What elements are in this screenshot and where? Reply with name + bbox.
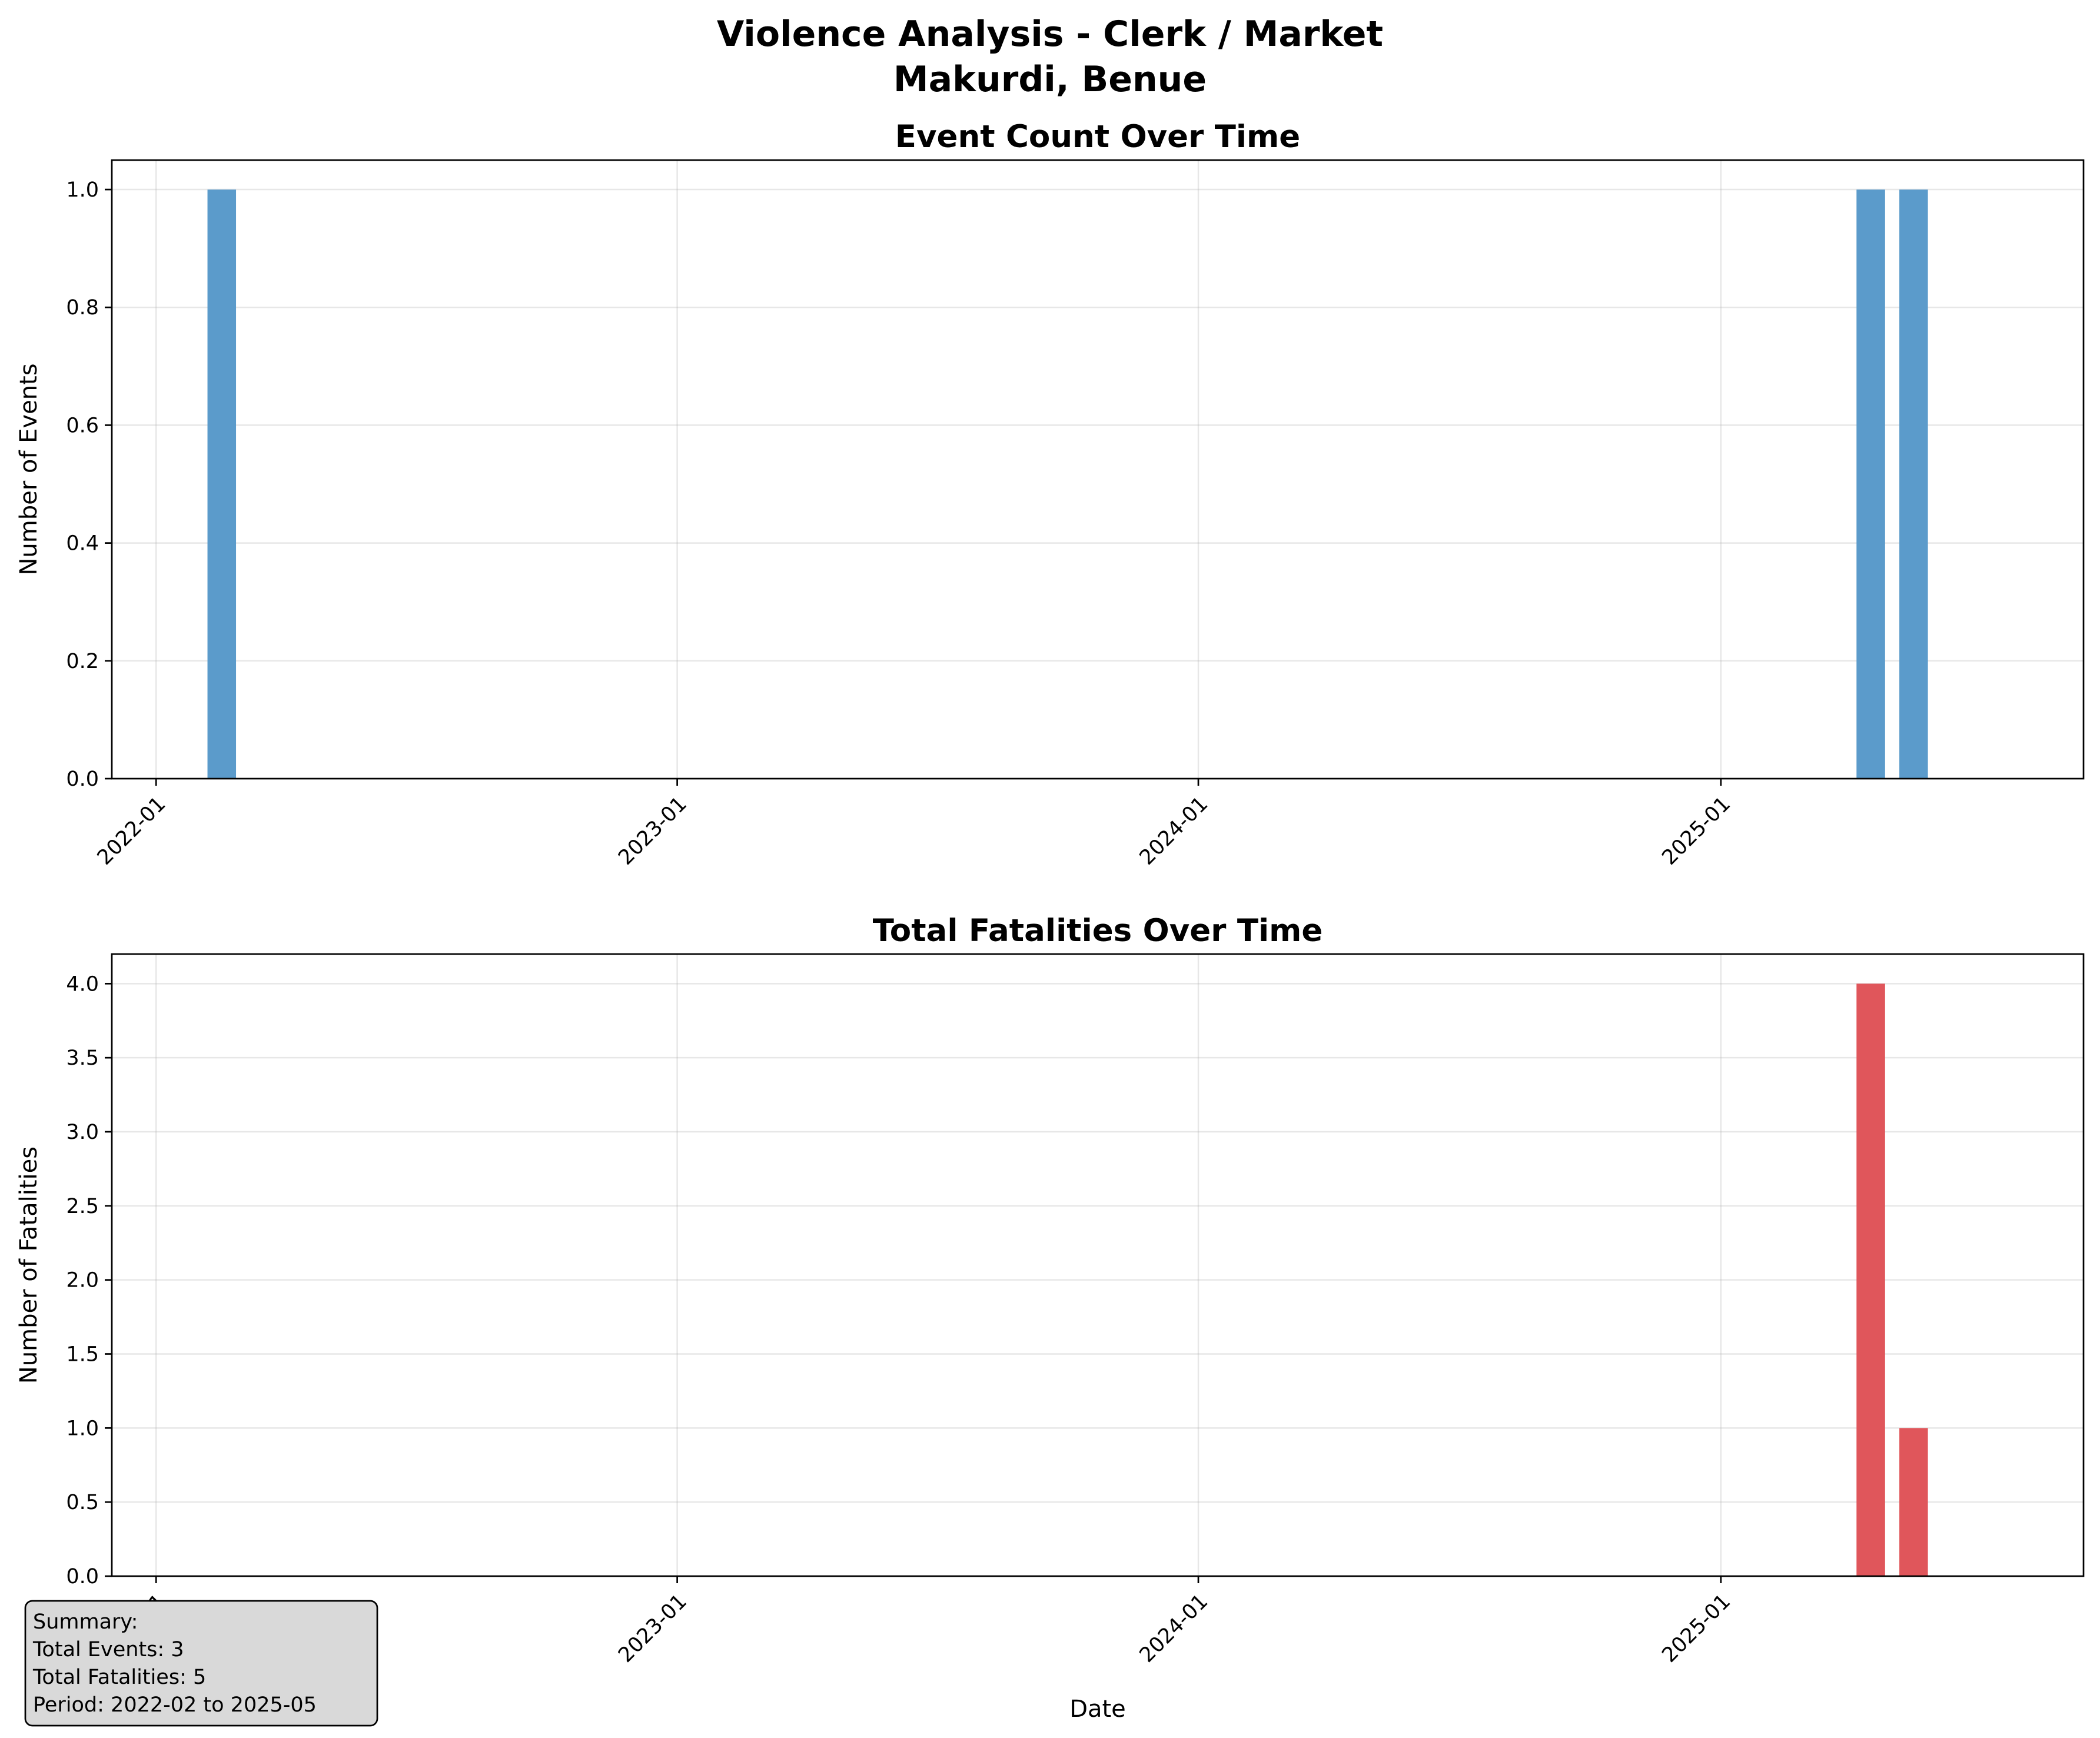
y-tick-label: 4.0 [66,972,99,996]
y-tick-label: 3.5 [66,1046,99,1070]
bar [1899,190,1928,779]
x-axis-label: Date [1069,1696,1126,1723]
y-tick-label: 0.4 [66,532,99,556]
plot-frame [111,953,2085,1577]
y-tick-label: 0.5 [66,1491,99,1514]
bar [1899,1428,1928,1576]
y-axis-label: Number of Fatalities [15,1147,42,1384]
summary-total-events: Total Events: 3 [32,1638,184,1661]
events-chart: 2022-01 2023-01 2024-01 2025-01 0.0 0.2 0.4 0.6… [15,119,2085,870]
y-axis-label: Number of Events [15,363,42,575]
x-tick-label: 2024-01 [1135,792,1213,870]
y-tick-label: 3.0 [66,1121,99,1144]
bar [1856,190,1885,779]
summary-heading: Summary: [33,1610,138,1634]
figure-title-line1: Violence Analysis - Clerk / Market [717,14,1383,55]
chart-title: Event Count Over Time [895,119,1300,155]
y-tick-label: 2.0 [66,1269,99,1292]
figure-title-line2: Makurdi, Benue [893,59,1207,100]
x-tick-label: 2025-01 [1658,1590,1736,1667]
y-tick-label: 0.8 [66,296,99,320]
y-tick-label: 1.0 [66,178,99,202]
y-tick-label: 2.5 [66,1195,99,1218]
x-tick-label: 2023-01 [614,792,692,870]
y-tick-label: 1.0 [66,1417,99,1440]
summary-total-fatalities: Total Fatalities: 5 [32,1666,206,1689]
summary-box-background [24,1600,378,1727]
x-tick-label: 2023-01 [614,1590,692,1667]
x-tick-label: 2025-01 [1658,792,1736,870]
y-tick-label: 0.2 [66,650,99,673]
plot-frame [111,159,2085,780]
summary-period: Period: 2022-02 to 2025-05 [33,1693,317,1717]
y-tick-label: 0.0 [66,1565,99,1589]
summary-box: Summary: Total Events: 3 Total Fatalitie… [24,1600,378,1727]
y-tick-label: 0.0 [66,767,99,791]
y-tick-label: 1.5 [66,1343,99,1367]
chart-title: Total Fatalities Over Time [873,913,1323,949]
bar [1856,983,1885,1576]
y-tick-label: 0.6 [66,414,99,437]
x-tick-label: 2022-01 [93,792,171,870]
bar [207,190,237,779]
x-tick-label: 2024-01 [1135,1590,1213,1667]
